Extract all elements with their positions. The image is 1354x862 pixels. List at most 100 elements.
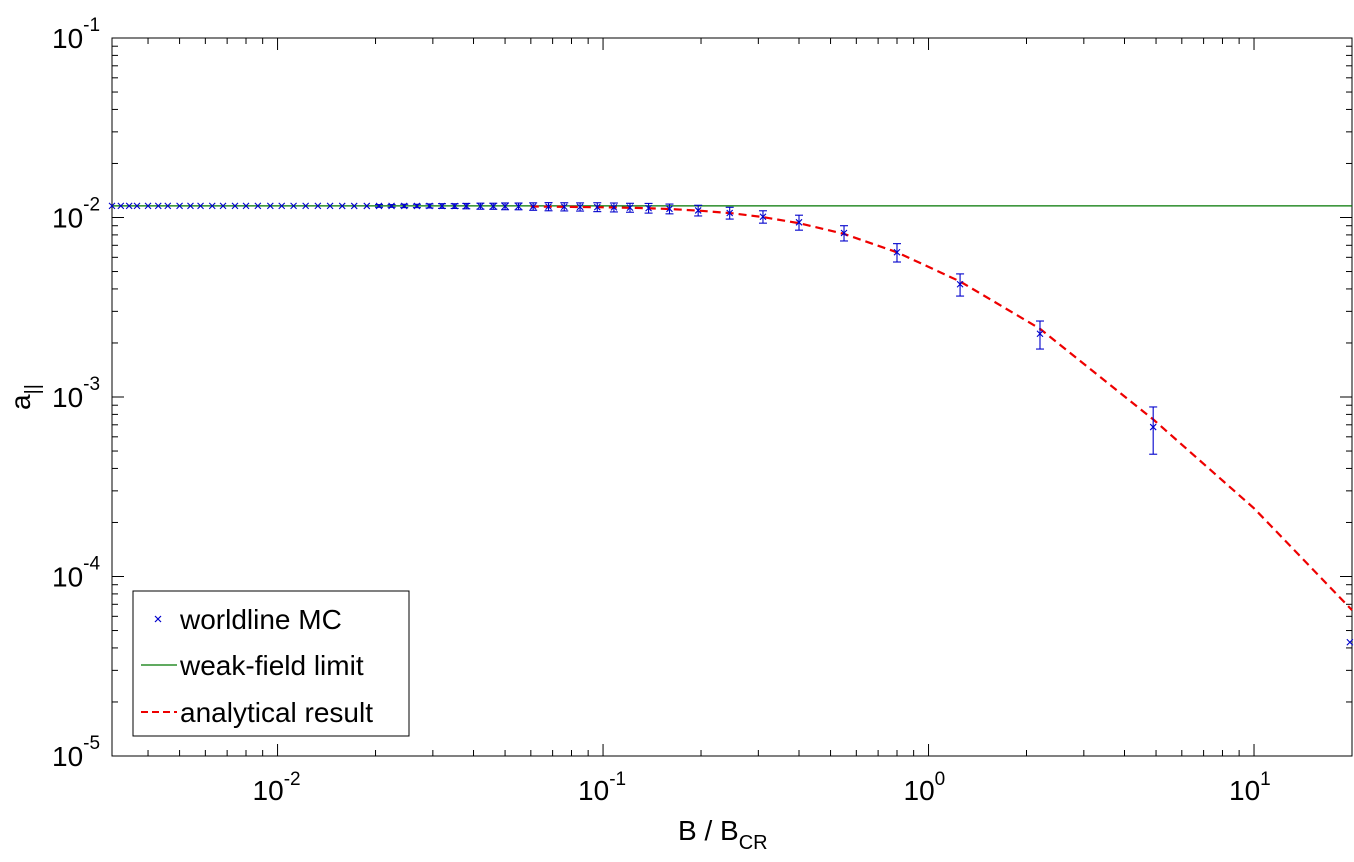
marker-x-stroke [290, 202, 297, 210]
marker-x-stroke [1149, 423, 1157, 431]
marker-x-stroke [266, 202, 274, 210]
data-point [363, 202, 371, 210]
data-point [154, 202, 162, 210]
data-point [400, 202, 409, 210]
marker-x-stroke [338, 202, 346, 210]
x-axis-title-subscript: CR [739, 832, 768, 854]
y-axis-title: a|| [5, 384, 44, 410]
legend-marker-x [154, 615, 162, 623]
marker-x-stroke [302, 202, 310, 210]
data-point [197, 202, 204, 210]
data-point [375, 202, 384, 210]
marker-x-stroke [413, 202, 421, 210]
marker-x-stroke [893, 248, 901, 256]
data-point [514, 202, 523, 211]
x-tick-label: 100 [904, 769, 946, 806]
marker-x-stroke [208, 202, 216, 210]
marker-x-stroke [125, 202, 133, 210]
data-point [795, 214, 804, 231]
svg-text:a||: a|| [5, 384, 44, 410]
marker-x-stroke [576, 203, 584, 211]
y-tick-label: 10-1 [52, 15, 100, 54]
data-point [1346, 638, 1354, 646]
data-point [242, 202, 250, 210]
marker-x-stroke [326, 202, 334, 210]
data-point [231, 202, 239, 210]
data-point [529, 202, 538, 211]
marker-x-stroke [795, 218, 803, 226]
legend-entry-analytical-result: analytical result [141, 697, 373, 728]
data-point [956, 273, 965, 297]
data-point [338, 202, 346, 210]
marker-x-stroke [645, 204, 652, 212]
data-point [1035, 320, 1044, 350]
legend-entry-worldline-mc: worldline MC [154, 604, 342, 635]
marker-x-stroke [560, 203, 568, 211]
data-point [544, 202, 553, 212]
y-axis-title-main: a [5, 394, 36, 410]
marker-x-stroke [133, 202, 141, 210]
x-tick-label: 101 [1229, 769, 1271, 806]
data-point [219, 202, 227, 210]
marker-x-stroke [477, 202, 484, 210]
marker-x-stroke [350, 202, 358, 210]
data-point [593, 202, 602, 213]
marker-x-stroke [363, 202, 371, 210]
marker-x-stroke [451, 202, 459, 210]
marker-x-stroke [956, 280, 964, 288]
legend-label-analytical-result: analytical result [180, 697, 373, 728]
marker-x-stroke [254, 202, 262, 210]
data-point [266, 202, 274, 210]
marker-x-stroke [610, 203, 618, 211]
data-point [609, 202, 618, 213]
marker-x-stroke [176, 202, 183, 210]
marker-x-stroke [117, 202, 125, 210]
series-line-analytical-result [530, 205, 1353, 611]
marker-x-stroke [219, 202, 227, 210]
data-point [125, 202, 133, 210]
marker-x-stroke [501, 202, 509, 210]
marker-x-stroke [231, 202, 239, 210]
marker-x-stroke [626, 204, 634, 212]
legend-label-weak-field-limit: weak-field limit [179, 650, 364, 681]
y-tick-label: 10-2 [52, 195, 100, 234]
data-point [437, 202, 446, 210]
marker-x-stroke [388, 202, 395, 210]
data-point [412, 202, 421, 210]
data-point [450, 202, 459, 210]
marker-x-stroke [515, 202, 522, 210]
data-point [387, 202, 396, 210]
marker-x-stroke [438, 202, 446, 210]
y-axis-title-subscript: || [22, 384, 44, 394]
data-point [425, 202, 434, 210]
data-point [576, 202, 585, 212]
data-point [144, 202, 152, 210]
marker-x-stroke [694, 207, 702, 214]
minor-ticks [112, 38, 1353, 756]
x-tick-labels: 10-2 10-1 100 101 [253, 769, 1271, 806]
marker-x-stroke [529, 203, 537, 210]
marker-x-stroke [400, 202, 408, 210]
marker-x-stroke [108, 202, 116, 210]
data-point [489, 202, 498, 210]
data-point [758, 210, 767, 224]
x-tick-label: 10-2 [253, 769, 301, 806]
x-axis-title-main: B / B [678, 815, 739, 846]
data-point [462, 202, 471, 210]
marker-x-stroke [314, 202, 322, 210]
marker-x-stroke [462, 202, 470, 210]
marker-x-stroke [426, 202, 433, 210]
y-tick-label: 10-5 [52, 733, 100, 772]
data-point [278, 202, 286, 210]
data-point [725, 206, 734, 220]
data-point [176, 202, 183, 210]
data-point [314, 202, 322, 210]
y-tick-labels: 10-1 10-2 10-3 10-4 10-5 [52, 15, 100, 772]
marker-x-stroke [278, 202, 286, 210]
legend-entry-weak-field-limit: weak-field limit [141, 650, 364, 681]
marker-x-stroke [593, 203, 601, 211]
marker-x-stroke [187, 202, 194, 210]
marker-x-stroke [726, 209, 734, 217]
marker-x-stroke [1036, 330, 1044, 338]
